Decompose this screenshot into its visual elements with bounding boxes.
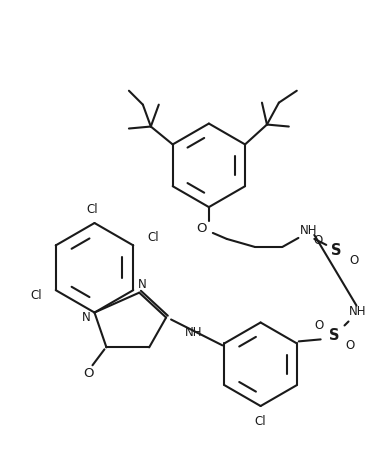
Text: O: O (346, 339, 355, 352)
Text: N: N (82, 311, 91, 324)
Text: Cl: Cl (30, 289, 41, 302)
Text: O: O (314, 235, 323, 248)
Text: S: S (329, 328, 340, 343)
Text: N: N (138, 278, 146, 291)
Text: O: O (83, 367, 94, 380)
Text: S: S (331, 244, 341, 258)
Text: O: O (314, 319, 323, 332)
Text: NH: NH (185, 326, 202, 339)
Text: Cl: Cl (87, 202, 98, 216)
Text: O: O (349, 254, 359, 267)
Text: Cl: Cl (147, 231, 159, 244)
Text: Cl: Cl (255, 415, 266, 428)
Text: NH: NH (349, 305, 366, 318)
Text: NH: NH (299, 225, 317, 238)
Text: O: O (197, 222, 207, 235)
